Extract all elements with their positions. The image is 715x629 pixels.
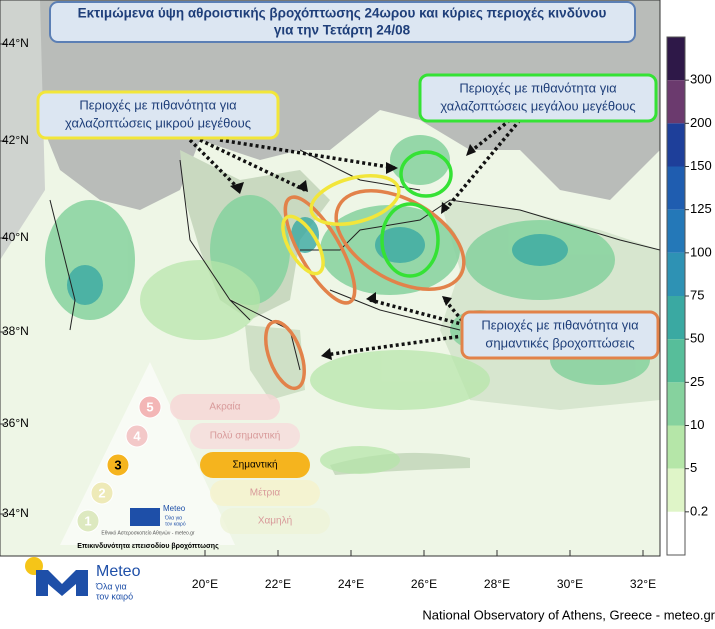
lon-label: 32°E [630,577,656,591]
lon-label: 28°E [484,577,510,591]
colorbar-label: 0.2 [690,503,708,518]
logo-mark [36,570,88,596]
title-box [49,1,636,43]
colorbar-segment [667,425,685,469]
map-frame [0,0,661,557]
colorbar-label: 150 [690,158,712,173]
callout-text: χαλαζοπτώσεις μικρού μεγέθους [65,115,251,130]
small-logo-slogan: Όλα για [164,515,182,521]
callout-text: Περιοχές με πιθανότητα για [459,80,617,95]
risk-caption: Επικινδυνότητα επεισοδίου βροχόπτωσης [77,543,219,550]
colorbar-segment [667,382,685,426]
lat-label: 34°N [2,506,29,520]
risk-number: 1 [84,513,91,528]
risk-label: Χαμηλή [258,515,292,527]
colorbar-segment [667,252,685,296]
lon-label: 26°E [411,577,437,591]
risk-number: 5 [146,399,153,414]
lon-label: 30°E [557,577,583,591]
callout-text: σημαντικές βροχοπτώσεις [485,335,634,350]
risk-label: Μέτρια [250,487,281,499]
colorbar-segment [667,296,685,340]
title: για την Τετάρτη 24/08 [274,23,411,38]
lat-label: 40°N [2,230,29,244]
lon-label: 24°E [338,577,364,591]
colorbar-label: 10 [690,417,704,432]
colorbar-label: 200 [690,115,712,130]
risk-number: 2 [98,485,105,500]
risk-bar [200,452,310,478]
risk-bar [210,480,320,506]
title: Εκτιμώμενα ύψη αθροιστικής βροχόπτωσης 2… [78,6,607,21]
logo-slogan: Όλα για [95,581,127,591]
logo-slogan: τον καιρό [96,591,133,601]
risk-circle [138,395,162,419]
small-logo-name: Meteo [163,504,186,513]
callout-text: χαλαζοπτώσεις μεγάλου μεγέθους [440,98,635,113]
colorbar-label: 125 [690,201,712,216]
risk-bar [220,508,330,534]
risk-circle [125,424,149,448]
colorbar-label: 75 [690,287,704,302]
callout-box [460,310,660,360]
risk-label: Ακραία [209,401,240,413]
colorbar-segment [667,80,685,124]
risk-bar [170,394,280,420]
colorbar-segment [667,339,685,383]
colorbar-label: 300 [690,72,712,87]
lat-label: 42°N [2,133,29,147]
colorbar-segment [667,123,685,167]
colorbar-segment [667,511,685,555]
callout-text: Περιοχές με πιθανότητα για [481,317,639,332]
colorbar-segment [667,166,685,210]
colorbar-label: 5 [690,460,697,475]
callout-text: Περιοχές με πιθανότητα για [79,97,237,112]
lon-label: 20°E [192,577,218,591]
small-logo-mark [130,508,160,526]
colorbar-segment [667,37,685,81]
small-logo-slogan: τον καιρό [165,520,186,527]
footer: National Observatory of Athens, Greece -… [422,607,715,622]
risk-circle [106,453,130,477]
risk-bar [190,423,300,449]
colorbar-segment [667,468,685,512]
risk-number: 4 [133,428,141,443]
lat-label: 36°N [2,416,29,430]
lat-label: 38°N [2,324,29,338]
logo-name: Meteo [96,563,141,580]
lat-label: 44°N [2,36,29,50]
colorbar-label: 100 [690,244,712,259]
callout-box [418,73,658,123]
small-logo-org: Εθνικό Αστεροσκοπείο Αθηνών - meteo.gr [101,529,195,536]
colorbar-label: 25 [690,374,704,389]
lon-label: 22°E [265,577,291,591]
risk-circle [90,481,114,505]
callout-box [36,90,280,140]
risk-circle [76,509,100,533]
colorbar-label: 50 [690,331,704,346]
risk-label: Σημαντική [232,459,277,471]
risk-label: Πολύ σημαντική [210,430,281,442]
colorbar-segment [667,209,685,253]
risk-number: 3 [114,457,121,472]
